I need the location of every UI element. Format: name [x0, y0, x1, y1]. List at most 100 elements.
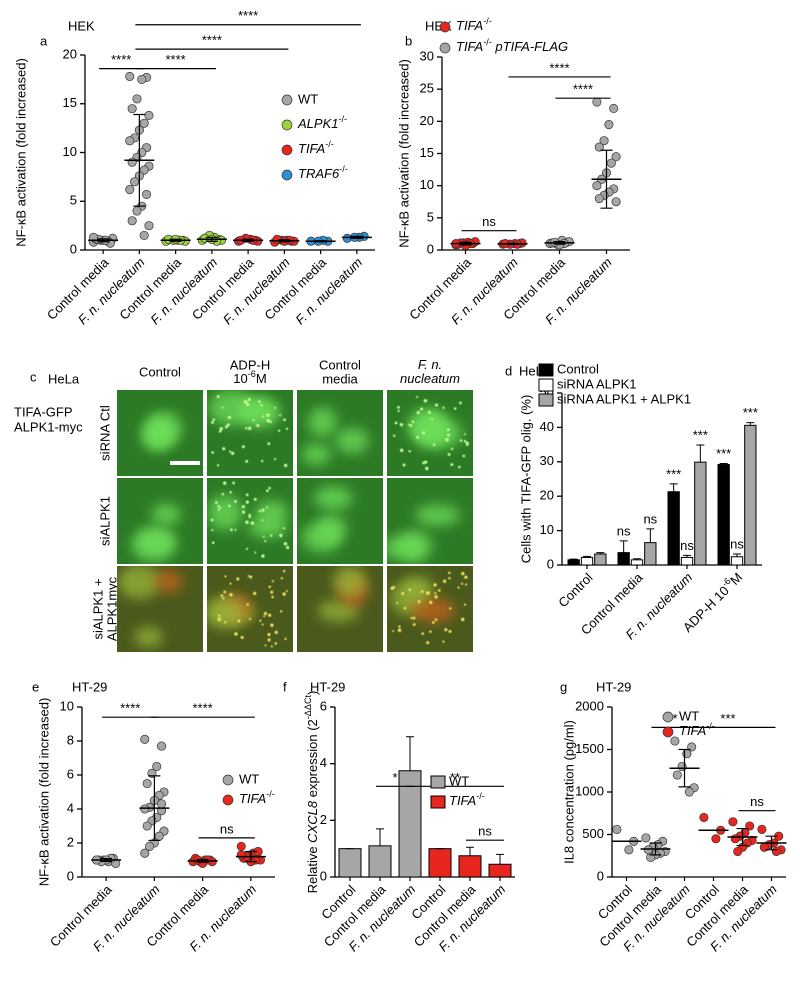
- speckle: [240, 635, 244, 640]
- y-tick-label: 0: [70, 241, 77, 256]
- significance-label: ns: [482, 214, 496, 229]
- bar: [717, 464, 730, 566]
- speckle: [442, 406, 445, 409]
- speckle: [245, 427, 248, 430]
- speckle: [464, 583, 468, 586]
- column-header: Control: [139, 364, 181, 379]
- speckle: [245, 547, 249, 550]
- speckle: [223, 481, 227, 485]
- speckle: [420, 590, 424, 594]
- significance-label: ***: [693, 427, 708, 442]
- y-tick-label: 8: [67, 732, 74, 747]
- legend-marker: [430, 795, 446, 809]
- speckle: [437, 588, 441, 592]
- speckle: [410, 616, 413, 620]
- speckle: [212, 418, 216, 421]
- speckle: [274, 457, 277, 461]
- significance-label: ****: [120, 701, 140, 716]
- speckle: [450, 463, 454, 466]
- legend-marker: [281, 119, 293, 131]
- significance-label: ****: [166, 52, 186, 67]
- speckle: [248, 426, 252, 431]
- speckle: [427, 410, 431, 414]
- legend-marker: [662, 711, 674, 723]
- text-segment: TIFA: [679, 723, 706, 738]
- speckle: [271, 580, 274, 583]
- speckle: [210, 518, 214, 522]
- error-bar: [733, 553, 741, 557]
- speckle: [280, 577, 284, 580]
- text-segment: -/-: [325, 139, 334, 149]
- data-point: [606, 158, 616, 168]
- cells: [301, 486, 353, 553]
- speckle: [450, 447, 454, 451]
- speckle: [422, 431, 426, 435]
- y-tick-label: 0: [67, 868, 74, 883]
- cell-line: HT-29: [72, 679, 107, 694]
- speckle: [254, 551, 257, 554]
- data-point: [771, 846, 781, 857]
- speckle: [253, 591, 257, 596]
- y-tick-label: 30: [420, 48, 434, 63]
- data-point: [142, 821, 152, 831]
- speckle: [463, 433, 466, 436]
- speckle: [224, 575, 227, 578]
- significance-label: ****: [202, 33, 222, 48]
- speckle: [397, 409, 400, 413]
- data-point: [611, 152, 621, 162]
- speckle: [221, 492, 225, 496]
- cell-blob: [301, 443, 332, 465]
- speckle: [217, 508, 220, 511]
- legend-label: WT: [298, 91, 318, 106]
- text-segment: expression (2: [305, 719, 320, 801]
- speckle: [224, 620, 227, 624]
- bar: [667, 491, 680, 566]
- cell-line: HEK: [68, 18, 95, 33]
- y-tick-label: 30: [540, 453, 554, 468]
- speckle: [258, 509, 262, 513]
- text-segment: nucleatum: [400, 371, 460, 386]
- speckle: [243, 400, 248, 404]
- cell-blob: [118, 566, 161, 599]
- speckle: [279, 610, 283, 613]
- legend-label: siRNA ALPK1: [557, 376, 637, 391]
- x-tick-label: F. n. nucleatum: [293, 255, 366, 328]
- bar: [458, 855, 482, 878]
- data-point: [137, 74, 147, 84]
- micrograph: [207, 566, 293, 652]
- text-segment: F. n.: [418, 357, 442, 372]
- data-point: [139, 230, 149, 240]
- speckle: [246, 603, 249, 606]
- cells: [387, 504, 460, 562]
- legend-marker: [538, 393, 554, 407]
- speckle: [221, 406, 224, 409]
- significance-label: ****: [111, 52, 131, 67]
- text-segment: -6: [248, 369, 256, 379]
- speckle: [259, 619, 262, 622]
- speckle: [283, 418, 286, 422]
- legend-marker: [439, 21, 451, 33]
- speckle: [433, 583, 437, 587]
- speckle: [247, 398, 251, 402]
- cell-blob: [134, 626, 163, 648]
- y-tick-label: 20: [63, 46, 77, 61]
- speckle: [434, 403, 439, 407]
- cells: [207, 481, 290, 558]
- data-point: [125, 136, 135, 146]
- data-point: [757, 824, 767, 834]
- speckle: [453, 407, 457, 410]
- speckle: [399, 448, 404, 453]
- error-bar: [205, 236, 218, 242]
- cell-blob: [314, 486, 353, 510]
- data-point: [152, 761, 162, 772]
- data-point: [684, 787, 694, 797]
- data-point: [236, 850, 246, 860]
- text-segment: Relative: [305, 843, 320, 894]
- speckle: [260, 404, 263, 407]
- legend-marker: [430, 775, 446, 789]
- speckle: [279, 414, 282, 417]
- data-point: [127, 157, 137, 167]
- data-point: [142, 778, 152, 789]
- legend-label: siRNA ALPK1 + ALPK1: [557, 391, 691, 406]
